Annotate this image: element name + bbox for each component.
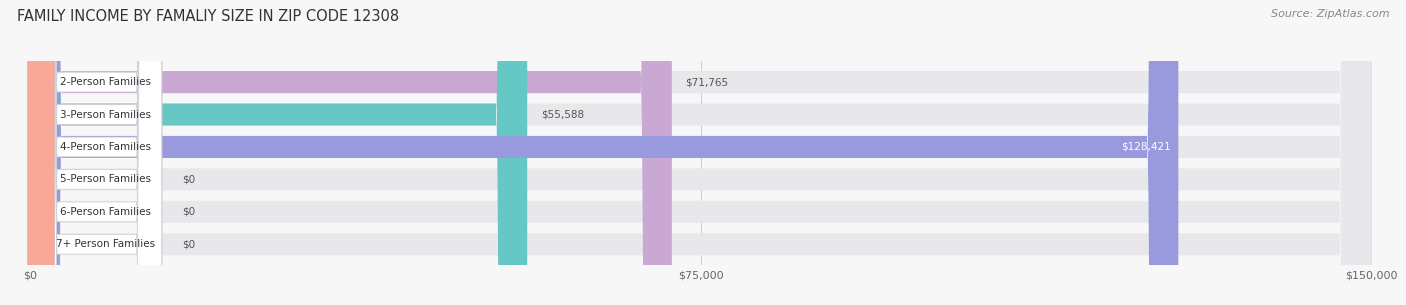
FancyBboxPatch shape [32, 0, 162, 305]
FancyBboxPatch shape [31, 0, 1371, 305]
Text: $0: $0 [183, 239, 195, 249]
FancyBboxPatch shape [31, 0, 672, 305]
FancyBboxPatch shape [32, 0, 162, 305]
FancyBboxPatch shape [32, 0, 162, 305]
FancyBboxPatch shape [32, 0, 162, 305]
Text: $0: $0 [183, 174, 195, 185]
FancyBboxPatch shape [31, 0, 1371, 305]
Text: $128,421: $128,421 [1122, 142, 1171, 152]
Circle shape [28, 0, 53, 305]
Text: 5-Person Families: 5-Person Families [60, 174, 152, 185]
Circle shape [28, 0, 53, 305]
FancyBboxPatch shape [31, 0, 1371, 305]
Text: 7+ Person Families: 7+ Person Families [56, 239, 156, 249]
FancyBboxPatch shape [31, 0, 527, 305]
Text: 2-Person Families: 2-Person Families [60, 77, 152, 87]
Text: FAMILY INCOME BY FAMALIY SIZE IN ZIP CODE 12308: FAMILY INCOME BY FAMALIY SIZE IN ZIP COD… [17, 9, 399, 24]
FancyBboxPatch shape [32, 0, 162, 305]
FancyBboxPatch shape [31, 0, 1178, 305]
Text: 6-Person Families: 6-Person Families [60, 207, 152, 217]
FancyBboxPatch shape [32, 0, 162, 305]
Text: $71,765: $71,765 [685, 77, 728, 87]
FancyBboxPatch shape [31, 0, 1371, 305]
Circle shape [28, 0, 53, 305]
Text: $0: $0 [183, 207, 195, 217]
Circle shape [28, 0, 53, 305]
Circle shape [28, 0, 53, 305]
FancyBboxPatch shape [31, 0, 1371, 305]
FancyBboxPatch shape [31, 0, 1371, 305]
Text: 4-Person Families: 4-Person Families [60, 142, 152, 152]
Text: 3-Person Families: 3-Person Families [60, 109, 152, 120]
Text: Source: ZipAtlas.com: Source: ZipAtlas.com [1271, 9, 1389, 19]
Text: $55,588: $55,588 [541, 109, 583, 120]
Circle shape [28, 0, 53, 305]
